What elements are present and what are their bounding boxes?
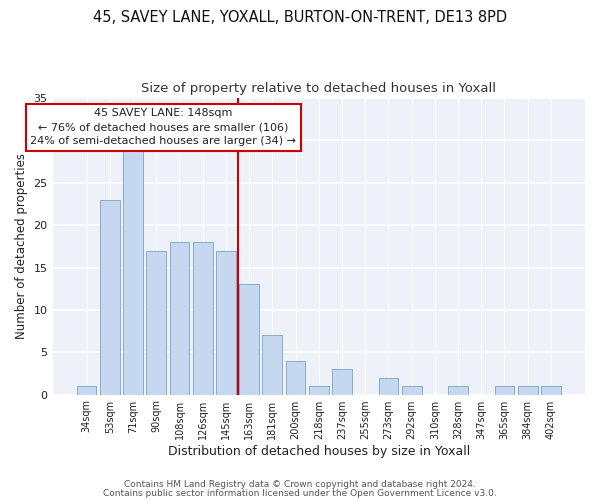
Bar xyxy=(448,386,468,394)
Bar xyxy=(402,386,422,394)
Bar xyxy=(146,250,166,394)
Bar xyxy=(541,386,561,394)
Text: 45, SAVEY LANE, YOXALL, BURTON-ON-TRENT, DE13 8PD: 45, SAVEY LANE, YOXALL, BURTON-ON-TRENT,… xyxy=(93,10,507,25)
Text: Contains HM Land Registry data © Crown copyright and database right 2024.: Contains HM Land Registry data © Crown c… xyxy=(124,480,476,489)
Text: 45 SAVEY LANE: 148sqm
← 76% of detached houses are smaller (106)
24% of semi-det: 45 SAVEY LANE: 148sqm ← 76% of detached … xyxy=(30,108,296,146)
Bar xyxy=(123,149,143,394)
Bar xyxy=(309,386,329,394)
Title: Size of property relative to detached houses in Yoxall: Size of property relative to detached ho… xyxy=(141,82,496,96)
Text: Contains public sector information licensed under the Open Government Licence v3: Contains public sector information licen… xyxy=(103,488,497,498)
Bar xyxy=(262,336,282,394)
Bar xyxy=(286,360,305,394)
Bar xyxy=(518,386,538,394)
X-axis label: Distribution of detached houses by size in Yoxall: Distribution of detached houses by size … xyxy=(167,444,470,458)
Bar xyxy=(193,242,212,394)
Bar xyxy=(332,369,352,394)
Bar xyxy=(239,284,259,395)
Bar xyxy=(379,378,398,394)
Bar xyxy=(170,242,190,394)
Bar xyxy=(100,200,119,394)
Bar xyxy=(216,250,236,394)
Y-axis label: Number of detached properties: Number of detached properties xyxy=(15,154,28,340)
Bar xyxy=(77,386,97,394)
Bar xyxy=(494,386,514,394)
